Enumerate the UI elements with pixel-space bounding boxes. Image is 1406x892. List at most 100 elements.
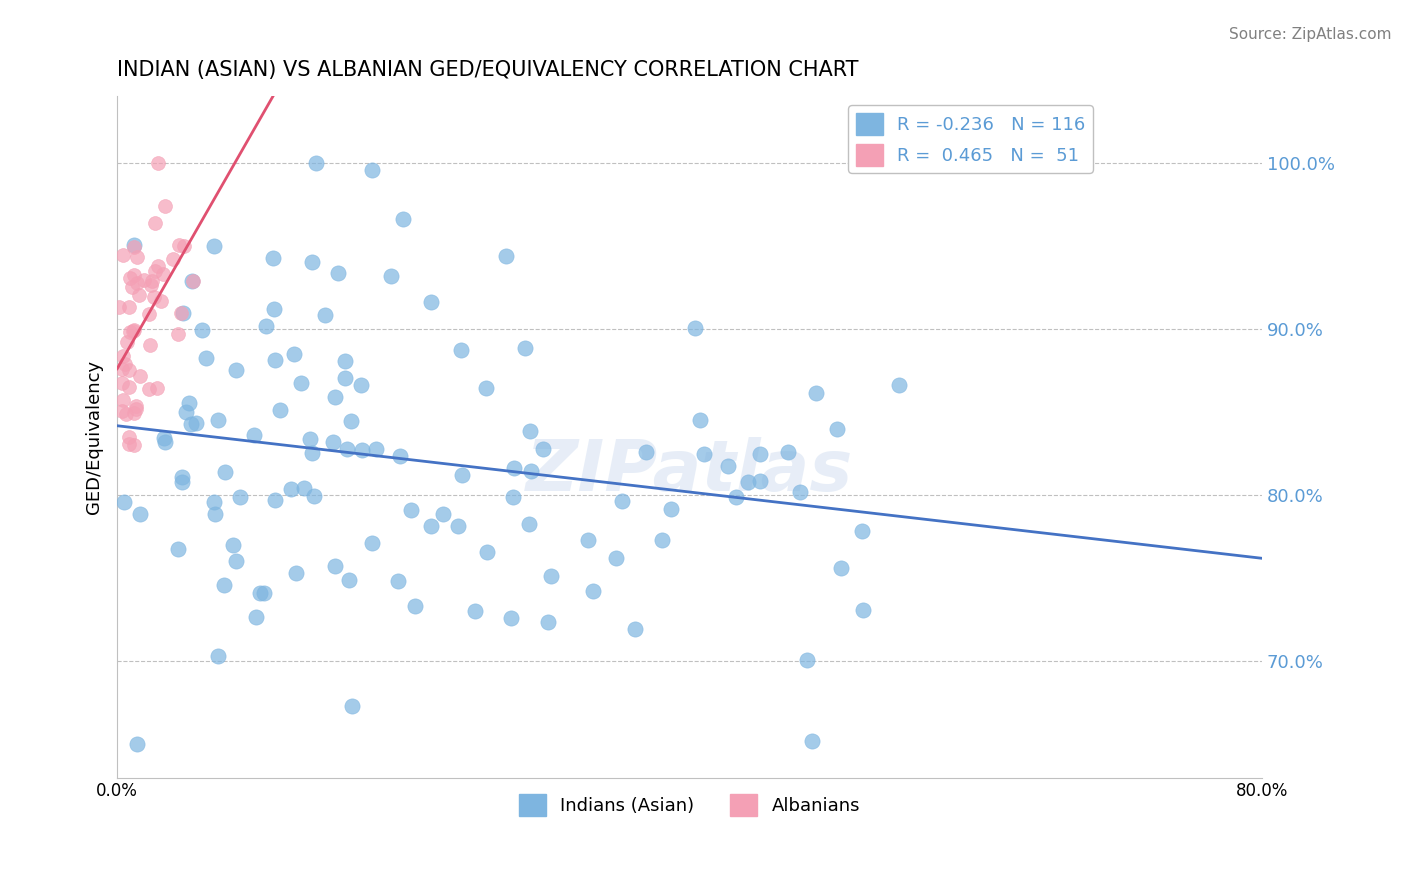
Point [139, 338, 162, 352]
Point [284, 566, 307, 580]
Point [801, 733, 824, 747]
Point [717, 459, 740, 474]
Point [305, 156, 328, 170]
Point [517, 516, 540, 531]
Point [340, 698, 363, 713]
Point [269, 402, 291, 417]
Point [162, 252, 184, 266]
Point [212, 578, 235, 592]
Point [170, 469, 193, 483]
Point [229, 490, 252, 504]
Point [404, 599, 426, 613]
Point [748, 447, 770, 461]
Point [143, 264, 166, 278]
Point [115, 407, 138, 421]
Point [111, 248, 134, 262]
Point [264, 353, 287, 368]
Point [263, 302, 285, 317]
Point [138, 383, 160, 397]
Point [475, 381, 498, 395]
Point [108, 300, 131, 314]
Point [336, 442, 359, 456]
Point [301, 446, 323, 460]
Point [167, 542, 190, 557]
Point [112, 349, 135, 363]
Point [519, 424, 541, 438]
Point [117, 380, 139, 394]
Point [302, 489, 325, 503]
Point [693, 447, 716, 461]
Point [180, 417, 202, 431]
Point [118, 362, 141, 376]
Point [352, 443, 374, 458]
Point [115, 334, 138, 349]
Point [519, 464, 541, 478]
Point [804, 385, 827, 400]
Point [141, 278, 163, 293]
Point [152, 431, 174, 445]
Point [392, 211, 415, 226]
Legend: Indians (Asian), Albanians: Indians (Asian), Albanians [512, 787, 868, 823]
Point [513, 341, 536, 355]
Point [495, 249, 517, 263]
Point [125, 402, 148, 417]
Point [134, 273, 156, 287]
Point [150, 294, 173, 309]
Point [290, 376, 312, 390]
Point [121, 280, 143, 294]
Point [111, 376, 134, 390]
Point [122, 237, 145, 252]
Point [243, 428, 266, 442]
Point [118, 271, 141, 285]
Point [851, 524, 873, 538]
Point [825, 422, 848, 436]
Point [749, 475, 772, 489]
Point [254, 318, 277, 333]
Point [173, 238, 195, 252]
Point [450, 467, 472, 482]
Text: ZIPatlas: ZIPatlas [526, 436, 853, 506]
Point [122, 268, 145, 283]
Point [143, 290, 166, 304]
Point [292, 481, 315, 495]
Point [125, 737, 148, 751]
Point [634, 444, 657, 458]
Point [380, 268, 402, 283]
Point [830, 561, 852, 575]
Point [146, 381, 169, 395]
Point [195, 351, 218, 365]
Point [503, 461, 526, 475]
Point [796, 653, 818, 667]
Point [112, 495, 135, 509]
Point [314, 309, 336, 323]
Point [153, 199, 176, 213]
Point [125, 399, 148, 413]
Point [138, 307, 160, 321]
Point [651, 533, 673, 547]
Point [122, 324, 145, 338]
Point [122, 323, 145, 337]
Point [111, 362, 134, 376]
Point [245, 610, 267, 624]
Point [612, 494, 634, 508]
Point [114, 358, 136, 372]
Point [118, 300, 141, 314]
Point [323, 559, 346, 574]
Text: Source: ZipAtlas.com: Source: ZipAtlas.com [1229, 27, 1392, 42]
Point [122, 240, 145, 254]
Point [262, 251, 284, 265]
Point [361, 162, 384, 177]
Point [540, 569, 562, 583]
Point [299, 432, 322, 446]
Point [177, 395, 200, 409]
Point [127, 276, 149, 290]
Point [146, 259, 169, 273]
Point [202, 239, 225, 253]
Point [447, 519, 470, 533]
Point [153, 435, 176, 450]
Point [576, 533, 599, 547]
Point [450, 343, 472, 358]
Point [683, 320, 706, 334]
Point [333, 371, 356, 385]
Point [191, 323, 214, 337]
